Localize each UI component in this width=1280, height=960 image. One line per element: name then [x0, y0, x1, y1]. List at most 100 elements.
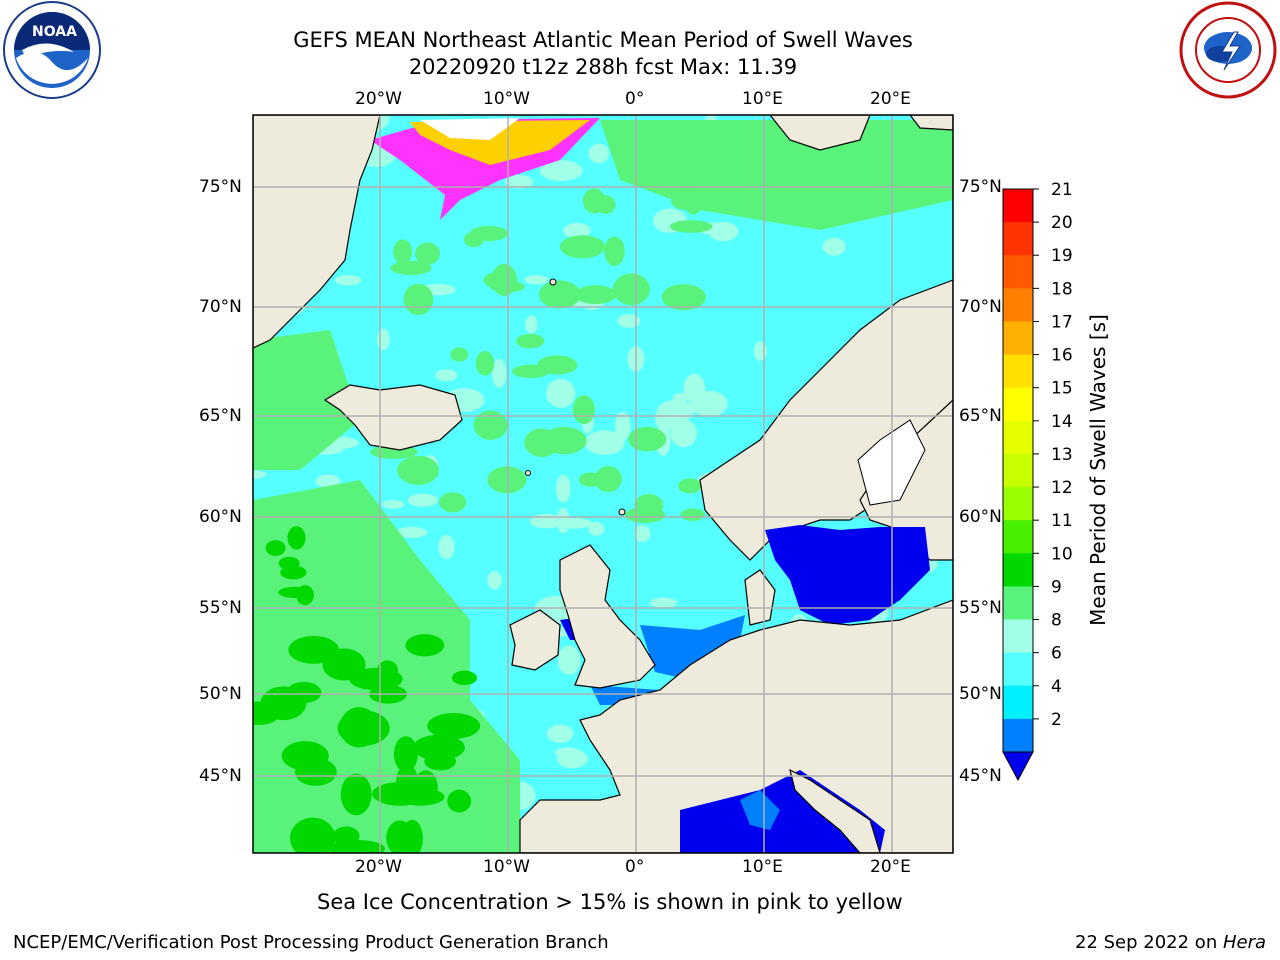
ligurian-sea	[740, 790, 780, 830]
lon-label-top-10e: 10°E	[742, 89, 783, 109]
swell-region-9-10s-west	[253, 330, 360, 470]
swell-patch-8-9s	[563, 222, 591, 239]
sea-ice-white	[420, 118, 520, 140]
land-great-britain	[559, 544, 656, 689]
colorbar-swatch	[1003, 586, 1033, 621]
colorbar-tick-label: 6	[1051, 644, 1062, 664]
colorbar-swatch	[1003, 520, 1033, 554]
swell-patch-8-9s	[395, 526, 428, 538]
colorbar-swatch	[1003, 652, 1033, 687]
land-italy	[789, 768, 881, 853]
swell-patch-9-10s	[680, 508, 705, 522]
lon-label-top-20e: 20°E	[870, 89, 911, 109]
colorbar-tick-label: 19	[1051, 246, 1073, 266]
noaa-logo: NOAA	[2, 0, 102, 100]
swell-patch-8-9s	[315, 474, 341, 489]
swell-patch-9-10s	[403, 283, 434, 316]
colorbar-tick-label: 11	[1051, 511, 1073, 531]
map-content	[253, 115, 953, 853]
swell-patch-8-9s	[677, 402, 716, 413]
swell-patch-10-11s	[288, 636, 340, 664]
colorbar-swatch	[1003, 619, 1033, 654]
swell-patch-9-10s	[669, 220, 713, 233]
lat-label-right-55n: 55°N	[959, 598, 1002, 618]
colorbar-tick-label: 4	[1051, 677, 1062, 697]
swell-patch-9-10s	[463, 231, 484, 248]
colorbar-tick-label: 21	[1051, 180, 1073, 200]
swell-patch-9-10s	[628, 426, 667, 452]
swell-patch-9-10s	[397, 455, 440, 486]
colorbar-tick-label: 2	[1051, 710, 1062, 730]
lon-label-bottom-10w: 10°W	[483, 857, 530, 877]
swell-patch-8-9s	[584, 430, 625, 455]
swell-patch-10-11s	[340, 773, 372, 816]
colorbar: 21 20 19 18 17 16 15 14 13 12 11 10 9 8 6 4 2	[1002, 180, 1073, 782]
swell-patch-10-11s-west	[280, 565, 307, 580]
lat-label-left-65n: 65°N	[199, 406, 242, 426]
noaa-logo-text: NOAA	[32, 24, 77, 40]
swell-patch-10-11s	[412, 734, 465, 761]
swell-patch-8-9s	[407, 493, 438, 507]
colorbar-tick-label: 10	[1051, 544, 1073, 564]
swell-patch-8-9s	[539, 160, 583, 182]
swell-patch-9-10s	[604, 236, 625, 267]
swell-patch-8-9s	[557, 645, 581, 675]
swell-patch-9-10s	[634, 494, 664, 517]
land-faroe	[525, 470, 531, 476]
footer-host: Hera	[1222, 932, 1266, 953]
lat-label-right-70n: 70°N	[959, 297, 1002, 317]
lon-label-bottom-10e: 10°E	[742, 857, 783, 877]
swell-patch-10-11s	[393, 736, 418, 773]
swell-patch-8-9s	[435, 369, 458, 382]
swell-patch-9-10s	[582, 188, 606, 214]
colorbar-tick-label: 18	[1051, 279, 1073, 299]
land-continental-europe	[519, 599, 953, 853]
swell-patch-10-11s-west	[287, 526, 306, 550]
colorbar-title: Mean Period of Swell Waves [s]	[1086, 314, 1110, 626]
colorbar-tick-label: 17	[1051, 312, 1073, 332]
swell-patch-9-10s	[661, 284, 706, 311]
colorbar-tick-label: 20	[1051, 213, 1073, 233]
swell-patch-8-9s	[524, 275, 549, 285]
swell-patch-8-9s	[382, 499, 405, 509]
swell-patch-8-9s	[588, 521, 605, 536]
swell-patch-8-9s	[649, 597, 678, 609]
colorbar-tick-label: 16	[1051, 346, 1073, 366]
swell-patch-9-10s	[415, 242, 440, 265]
footer-date: 22 Sep 2022 on Hera	[1075, 932, 1266, 953]
colorbar-swatch	[1003, 288, 1033, 322]
colorbar-extend-triangle	[1002, 751, 1034, 782]
lat-label-left-50n: 50°N	[199, 684, 242, 704]
swell-patch-10-11s	[372, 781, 429, 806]
sea-ice-note: Sea Ice Concentration > 15% is shown in …	[317, 890, 903, 914]
swell-patch-10-11s-west	[296, 585, 314, 606]
mediterranean-sea	[680, 770, 885, 853]
swell-shallow-north-sea	[640, 615, 745, 680]
lon-label-top-20w: 20°W	[355, 89, 402, 109]
swell-patch-10-11s	[376, 660, 398, 681]
colorbar-swatch	[1003, 453, 1033, 488]
swell-patch-10-11s	[405, 634, 445, 657]
swell-patch-9-10s	[594, 466, 622, 493]
colorbar-swatch	[1003, 189, 1033, 223]
swell-patch-8-9s	[491, 358, 507, 388]
swell-patch-8-9s	[504, 174, 534, 189]
lat-label-left-75n: 75°N	[199, 177, 242, 197]
lon-label-bottom-0: 0°	[625, 857, 645, 877]
colorbar-swatch	[1003, 685, 1033, 720]
colorbar-swatch	[1003, 420, 1033, 455]
swell-patch-9-10s	[487, 466, 527, 494]
baltic-sea	[765, 525, 930, 625]
lat-label-left-70n: 70°N	[199, 297, 242, 317]
lat-label-right-65n: 65°N	[959, 406, 1002, 426]
colorbar-frame	[1002, 188, 1034, 753]
map-frame	[252, 114, 954, 854]
lat-label-right-60n: 60°N	[959, 507, 1002, 527]
swell-patch-8-9s	[525, 315, 538, 334]
colorbar-swatch	[1003, 487, 1033, 521]
swell-patch-10-11s	[427, 713, 481, 739]
colorbar-tick-label: 13	[1051, 445, 1073, 465]
colorbar-tick-label: 15	[1051, 379, 1073, 399]
swell-patch-9-10s	[450, 347, 469, 362]
lon-label-bottom-20w: 20°W	[355, 857, 402, 877]
